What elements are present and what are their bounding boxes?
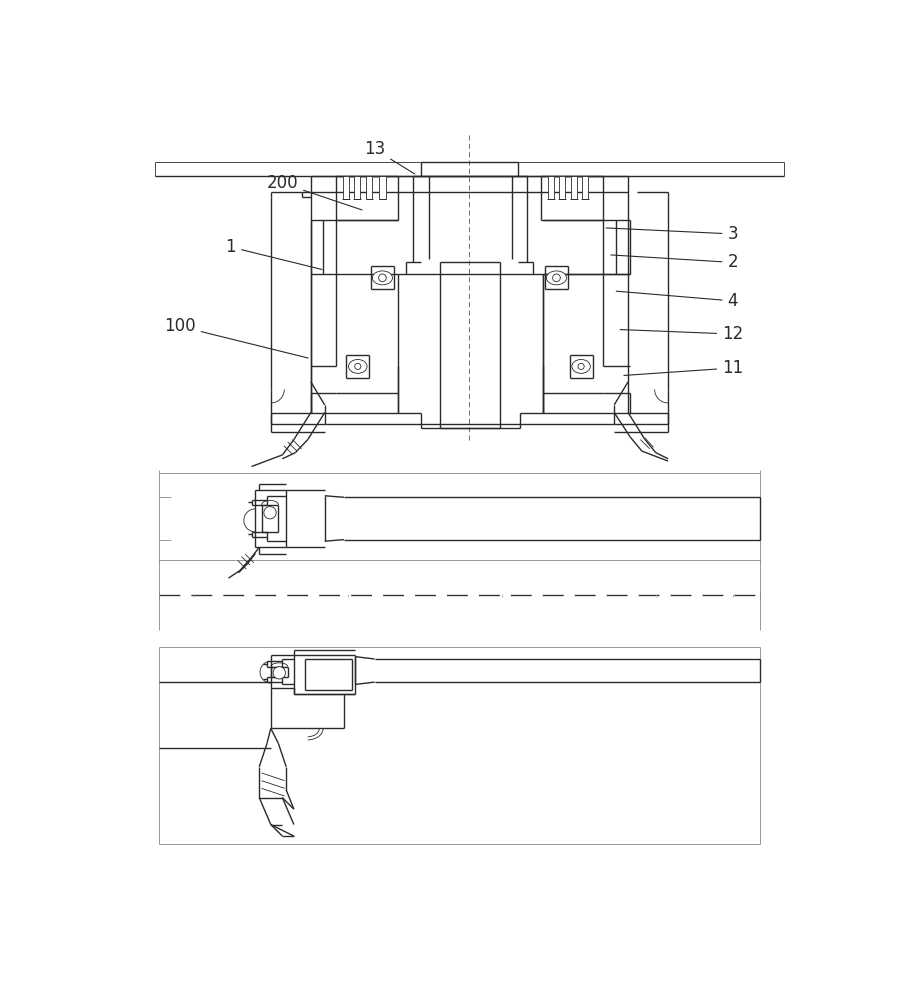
Text: 11: 11 xyxy=(624,359,744,377)
Ellipse shape xyxy=(349,359,367,373)
Bar xyxy=(366,176,373,199)
Circle shape xyxy=(354,363,361,369)
Ellipse shape xyxy=(373,271,392,285)
Bar xyxy=(354,176,360,199)
Text: 3: 3 xyxy=(606,225,738,243)
Bar xyxy=(582,176,588,199)
Circle shape xyxy=(552,274,561,282)
Text: 13: 13 xyxy=(365,140,415,174)
Bar xyxy=(379,176,386,199)
Circle shape xyxy=(378,274,387,282)
Text: 1: 1 xyxy=(225,238,322,269)
Ellipse shape xyxy=(547,271,566,285)
Bar xyxy=(344,176,349,199)
Text: 2: 2 xyxy=(611,253,738,271)
Circle shape xyxy=(578,363,584,369)
Circle shape xyxy=(264,507,277,519)
Bar xyxy=(559,176,565,199)
Text: 4: 4 xyxy=(616,291,738,310)
Bar xyxy=(571,176,577,199)
Text: 200: 200 xyxy=(267,174,362,210)
Text: 100: 100 xyxy=(164,317,308,358)
Ellipse shape xyxy=(572,359,590,373)
Circle shape xyxy=(273,667,286,679)
Bar xyxy=(548,176,554,199)
Text: 12: 12 xyxy=(620,325,744,343)
